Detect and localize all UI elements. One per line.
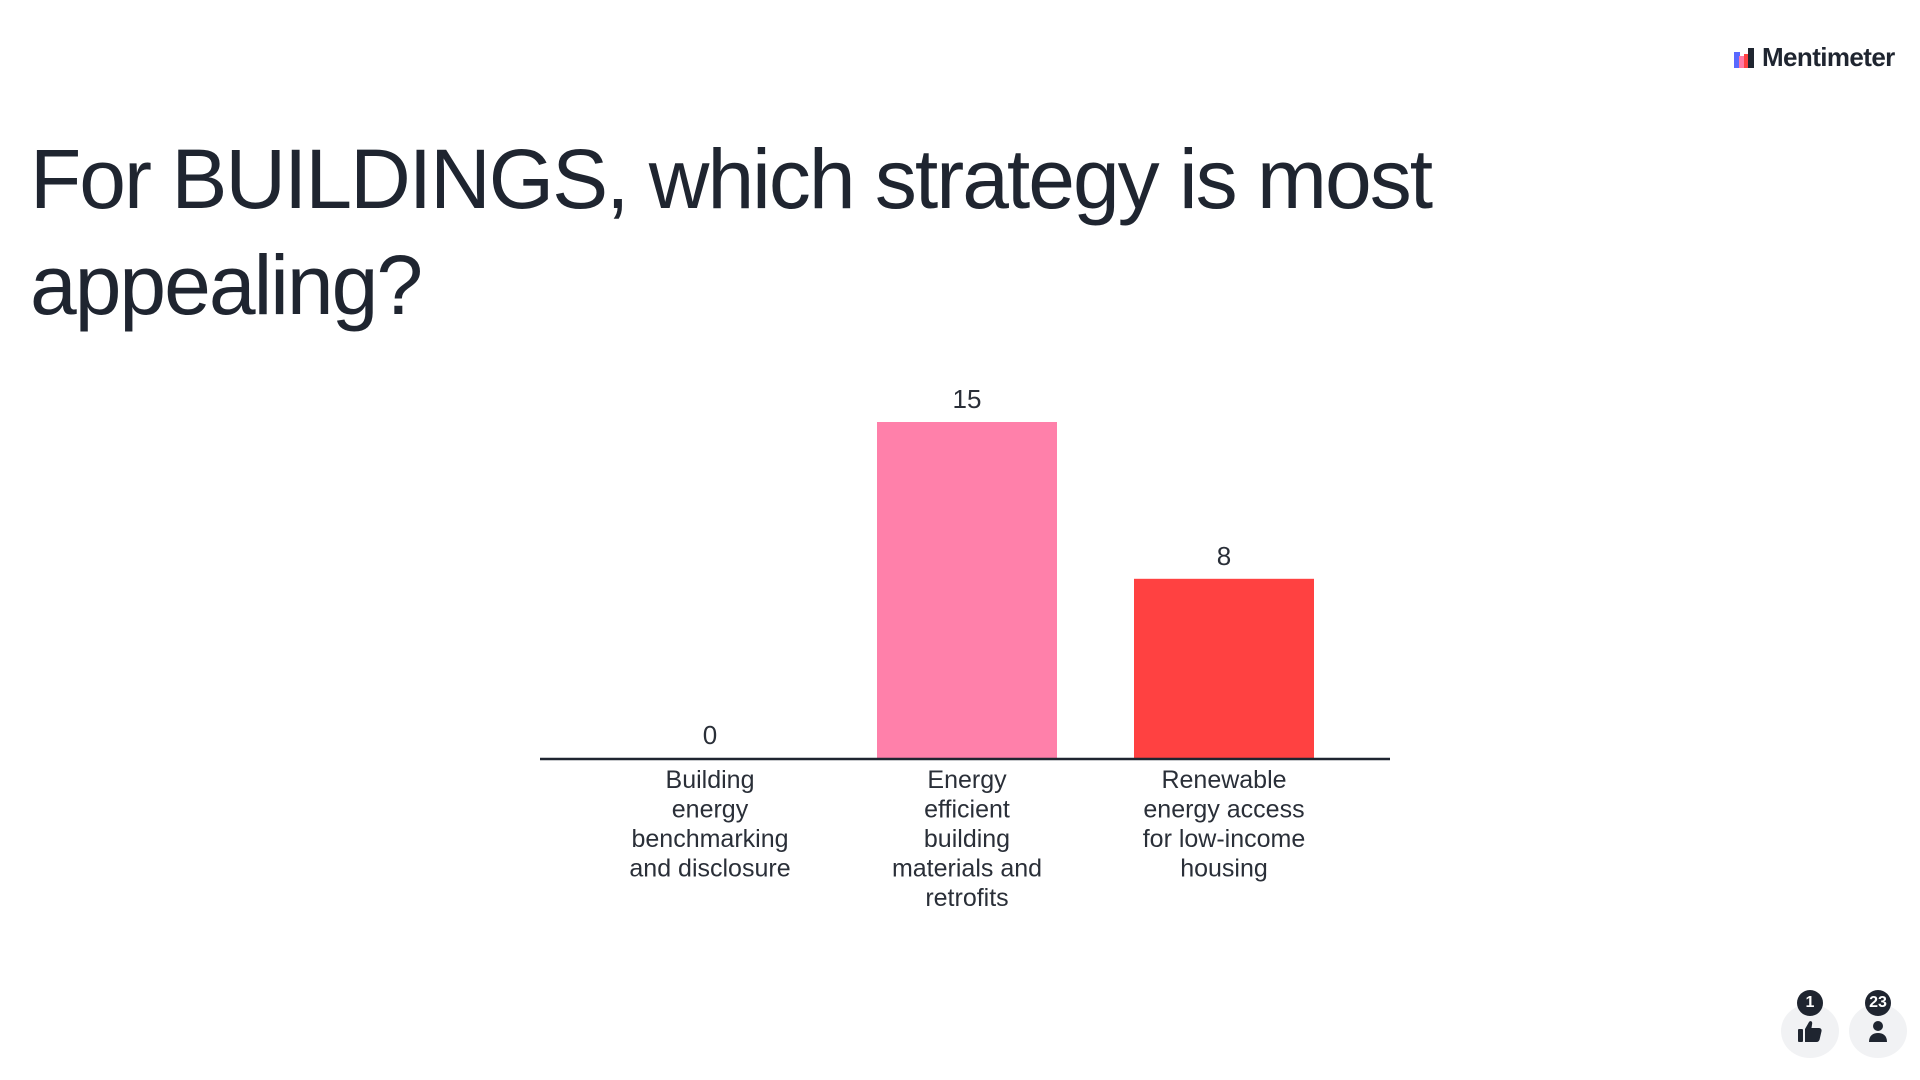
category-label-2: Energy efficient building materials and retr… bbox=[892, 766, 1042, 912]
reactions-count-badge: 1 bbox=[1797, 990, 1823, 1016]
person-icon bbox=[1869, 1021, 1887, 1042]
mentimeter-brand: Mentimeter bbox=[1734, 42, 1895, 73]
bar-3 bbox=[1134, 578, 1314, 758]
brand-name: Mentimeter bbox=[1762, 42, 1895, 72]
question-title: For BUILDINGS, which strategy is most ap… bbox=[30, 132, 1433, 332]
bar-value-label-1: 0 bbox=[703, 720, 717, 750]
mentimeter-logo-icon bbox=[1734, 47, 1754, 68]
category-label-3: Renewable energy access for low-income hous… bbox=[1143, 766, 1306, 883]
bar-2 bbox=[877, 422, 1057, 758]
bar-value-label-2: 15 bbox=[953, 384, 982, 414]
participants-counter[interactable]: 23 bbox=[1849, 988, 1907, 1058]
bar-chart: 0 Building energy benchmarking and disclosur… bbox=[540, 384, 1390, 912]
participants-count-badge: 23 bbox=[1865, 990, 1891, 1016]
bar-value-label-3: 8 bbox=[1217, 541, 1231, 571]
reactions-counter[interactable]: 1 bbox=[1781, 988, 1839, 1058]
category-label-1: Building energy benchmarking and disclosure bbox=[629, 766, 790, 883]
thumbs-up-icon bbox=[1798, 1021, 1822, 1042]
